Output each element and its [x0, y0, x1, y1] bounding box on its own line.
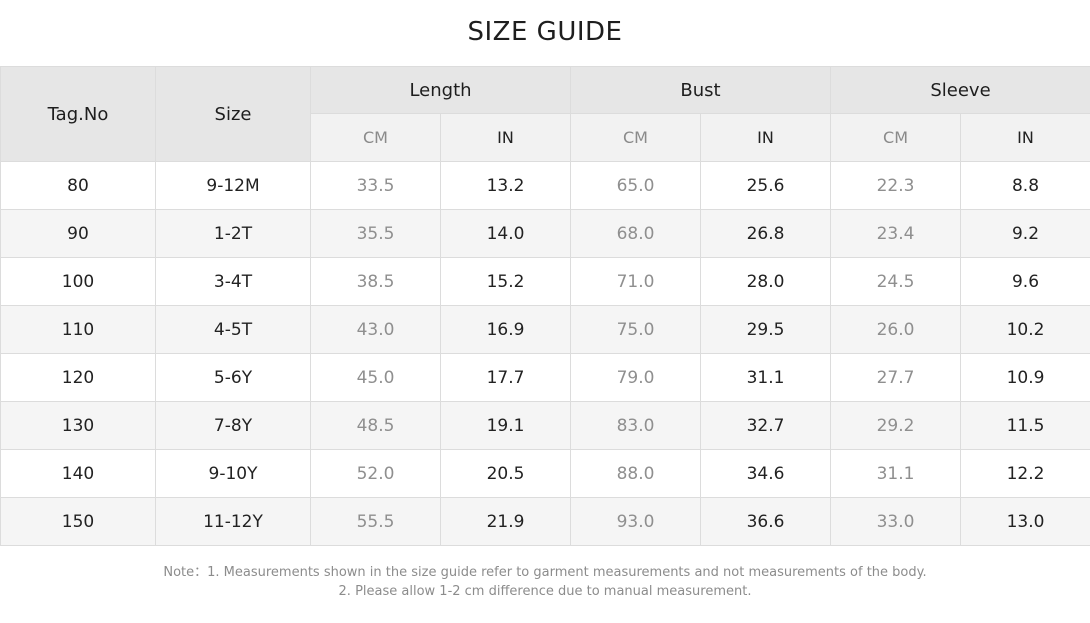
- cell-sleeve-in: 8.8: [960, 161, 1090, 210]
- cell-tag-no: 130: [0, 401, 156, 450]
- cell-length-cm: 52.0: [310, 449, 441, 498]
- header-group-row: Tag.No Size Length Bust Sleeve: [0, 66, 1090, 162]
- page-title: SIZE GUIDE: [467, 17, 623, 47]
- cell-bust-cm: 79.0: [570, 353, 701, 402]
- table-row: 130 7-8Y 48.5 19.1 83.0 32.7 29.2 11.5: [0, 401, 1090, 450]
- table-row: 120 5-6Y 45.0 17.7 79.0 31.1 27.7 10.9: [0, 353, 1090, 402]
- table-row: 90 1-2T 35.5 14.0 68.0 26.8 23.4 9.2: [0, 209, 1090, 258]
- cell-bust-in: 28.0: [699, 257, 832, 306]
- table-row: 110 4-5T 43.0 16.9 75.0 29.5 26.0 10.2: [0, 305, 1090, 354]
- table-row: 150 11-12Y 55.5 21.9 93.0 36.6 33.0 13.0: [0, 497, 1090, 546]
- cell-size: 9-10Y: [155, 449, 311, 498]
- cell-tag-no: 90: [0, 209, 156, 258]
- cell-bust-cm: 65.0: [570, 161, 701, 210]
- cell-bust-cm: 93.0: [570, 497, 701, 546]
- cell-bust-in: 32.7: [699, 401, 832, 450]
- cell-tag-no: 110: [0, 305, 156, 354]
- cell-length-in: 16.9: [440, 305, 571, 354]
- cell-length-in: 19.1: [440, 401, 571, 450]
- cell-sleeve-cm: 26.0: [830, 305, 962, 354]
- size-guide-table: Tag.No Size Length Bust Sleeve CM IN CM …: [0, 66, 1090, 546]
- cell-sleeve-in: 12.2: [960, 449, 1090, 498]
- header-bust: Bust: [569, 66, 832, 114]
- cell-length-cm: 35.5: [310, 209, 441, 258]
- cell-length-cm: 33.5: [310, 161, 441, 210]
- cell-size: 4-5T: [155, 305, 311, 354]
- table-body: 80 9-12M 33.5 13.2 65.0 25.6 22.3 8.8 90 1-2T 35.5…: [0, 161, 1090, 546]
- cell-bust-cm: 68.0: [570, 209, 701, 258]
- cell-bust-in: 29.5: [699, 305, 832, 354]
- cell-bust-cm: 83.0: [570, 401, 701, 450]
- cell-sleeve-in: 11.5: [960, 401, 1090, 450]
- cell-sleeve-cm: 24.5: [830, 257, 962, 306]
- header-length: Length: [310, 66, 571, 114]
- cell-length-cm: 38.5: [310, 257, 441, 306]
- cell-sleeve-in: 9.2: [960, 209, 1090, 258]
- cell-sleeve-in: 13.0: [960, 497, 1090, 546]
- cell-length-in: 15.2: [440, 257, 571, 306]
- cell-sleeve-cm: 33.0: [830, 497, 962, 546]
- header-sleeve-in: IN: [960, 113, 1090, 162]
- header-size: Size: [155, 66, 311, 162]
- header-bust-cm: CM: [570, 113, 701, 162]
- header-sleeve-cm: CM: [830, 113, 962, 162]
- cell-size: 9-12M: [155, 161, 311, 210]
- cell-length-in: 17.7: [440, 353, 571, 402]
- header-unit-row: CM IN CM IN CM IN: [1, 113, 1090, 162]
- cell-tag-no: 150: [0, 497, 156, 546]
- cell-bust-cm: 88.0: [570, 449, 701, 498]
- cell-size: 11-12Y: [155, 497, 311, 546]
- cell-sleeve-cm: 29.2: [830, 401, 962, 450]
- cell-length-cm: 55.5: [310, 497, 441, 546]
- measurement-note: Note：1. Measurements shown in the size g…: [0, 563, 1090, 601]
- cell-length-in: 20.5: [440, 449, 571, 498]
- note-line-1: Note：1. Measurements shown in the size g…: [163, 565, 927, 580]
- cell-sleeve-cm: 27.7: [830, 353, 962, 402]
- cell-sleeve-in: 10.9: [960, 353, 1090, 402]
- header-length-in: IN: [440, 113, 571, 162]
- cell-tag-no: 140: [0, 449, 156, 498]
- cell-length-cm: 43.0: [310, 305, 441, 354]
- cell-length-in: 13.2: [440, 161, 571, 210]
- table-row: 100 3-4T 38.5 15.2 71.0 28.0 24.5 9.6: [0, 257, 1090, 306]
- cell-sleeve-cm: 31.1: [830, 449, 962, 498]
- cell-sleeve-in: 9.6: [960, 257, 1090, 306]
- cell-bust-in: 26.8: [699, 209, 832, 258]
- cell-size: 1-2T: [155, 209, 311, 258]
- cell-tag-no: 120: [0, 353, 156, 402]
- cell-size: 3-4T: [155, 257, 311, 306]
- header-tag-no: Tag.No: [0, 66, 156, 162]
- cell-sleeve-cm: 22.3: [830, 161, 962, 210]
- header-bust-in: IN: [699, 113, 832, 162]
- table-row: 80 9-12M 33.5 13.2 65.0 25.6 22.3 8.8: [0, 161, 1090, 210]
- cell-length-in: 14.0: [440, 209, 571, 258]
- cell-bust-cm: 71.0: [570, 257, 701, 306]
- cell-bust-in: 25.6: [699, 161, 832, 210]
- cell-bust-in: 31.1: [699, 353, 832, 402]
- cell-sleeve-cm: 23.4: [830, 209, 962, 258]
- header-length-cm: CM: [310, 113, 441, 162]
- cell-size: 5-6Y: [155, 353, 311, 402]
- note-line-2: 2. Please allow 1-2 cm difference due to…: [338, 584, 752, 599]
- cell-length-in: 21.9: [440, 497, 571, 546]
- cell-length-cm: 45.0: [310, 353, 441, 402]
- cell-size: 7-8Y: [155, 401, 311, 450]
- cell-bust-in: 34.6: [699, 449, 832, 498]
- cell-tag-no: 100: [0, 257, 156, 306]
- cell-length-cm: 48.5: [310, 401, 441, 450]
- header-sleeve: Sleeve: [830, 66, 1090, 114]
- table-header: Tag.No Size Length Bust Sleeve CM IN CM …: [0, 66, 1090, 162]
- cell-bust-in: 36.6: [699, 497, 832, 546]
- cell-sleeve-in: 10.2: [960, 305, 1090, 354]
- table-row: 140 9-10Y 52.0 20.5 88.0 34.6 31.1 12.2: [0, 449, 1090, 498]
- cell-tag-no: 80: [0, 161, 156, 210]
- cell-bust-cm: 75.0: [570, 305, 701, 354]
